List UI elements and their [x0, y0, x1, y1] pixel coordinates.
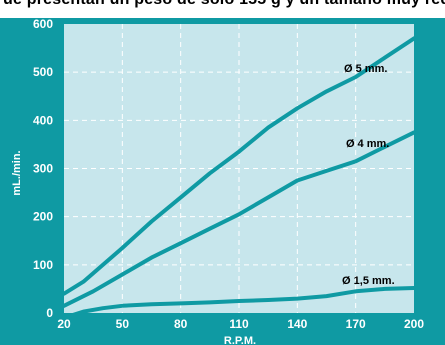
series-label: Ø 1,5 mm. [342, 275, 395, 287]
y-tick-label: 300 [33, 162, 53, 176]
x-tick-label: 50 [116, 317, 130, 331]
series-lines [62, 36, 416, 320]
y-axis-ticks: 0 100 200 300 400 500 600 [33, 18, 53, 320]
series-label: Ø 4 mm. [346, 138, 389, 150]
x-tick-label: 80 [174, 317, 188, 331]
series-line [62, 286, 416, 320]
y-tick-label: 500 [33, 65, 53, 79]
line-chart: 20 50 80 110 140 170 200 0 100 200 300 400 500 600 Ø… [0, 18, 445, 345]
y-tick-label: 100 [33, 258, 53, 272]
grid-lines [64, 24, 414, 313]
header-text-strip: ue presentan un peso de sólo 155 g y un … [0, 0, 445, 18]
x-tick-label: 20 [57, 317, 71, 331]
series-label: Ø 5 mm. [344, 63, 387, 75]
x-tick-label: 200 [404, 317, 424, 331]
x-tick-label: 110 [229, 317, 249, 331]
header-text: ue presentan un peso de sólo 155 g y un … [3, 0, 445, 9]
series-line [62, 130, 416, 308]
y-tick-label: 600 [33, 18, 53, 31]
x-tick-label: 140 [287, 317, 307, 331]
x-axis-ticks: 20 50 80 110 140 170 200 [57, 317, 424, 331]
x-axis-label: R.P.M. [224, 335, 256, 345]
x-tick-label: 170 [346, 317, 366, 331]
series-labels: Ø 5 mm. Ø 4 mm. Ø 1,5 mm. [342, 63, 395, 287]
y-tick-label: 0 [46, 306, 53, 320]
y-axis-label: mL./min. [11, 150, 23, 195]
series-line [62, 36, 416, 296]
y-tick-label: 200 [33, 210, 53, 224]
y-tick-label: 400 [33, 113, 53, 127]
